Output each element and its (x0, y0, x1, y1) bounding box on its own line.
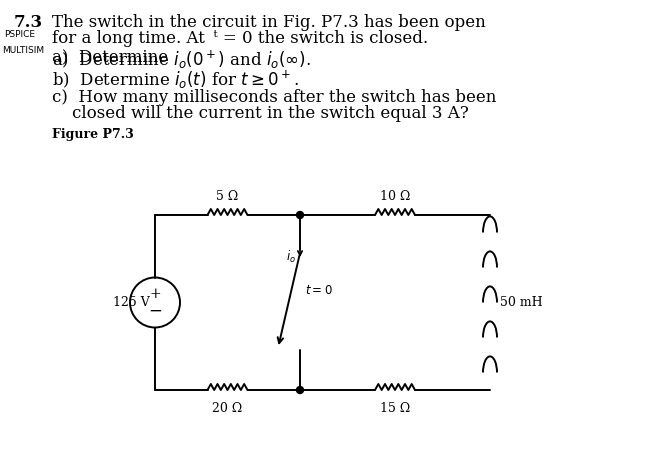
Circle shape (297, 387, 304, 394)
Text: 7.3: 7.3 (14, 14, 43, 31)
Text: 10 Ω: 10 Ω (380, 190, 410, 203)
Text: c)  How many milliseconds after the switch has been: c) How many milliseconds after the switc… (52, 89, 496, 106)
Text: 15 Ω: 15 Ω (380, 402, 410, 415)
Text: $t = 0$: $t = 0$ (305, 284, 333, 296)
Text: b)  Determine $i_o(t)$ for $t \geq 0^+$.: b) Determine $i_o(t)$ for $t \geq 0^+$. (52, 69, 299, 91)
Text: closed will the current in the switch equal 3 A?: closed will the current in the switch eq… (72, 105, 469, 122)
Text: for a long time. At  ᵗ = 0 the switch is closed.: for a long time. At ᵗ = 0 the switch is … (52, 30, 428, 47)
Text: a)  Determine $i_o(0^+)$ and $i_o(\infty)$.: a) Determine $i_o(0^+)$ and $i_o(\infty)… (52, 49, 311, 71)
Text: −: − (148, 303, 162, 320)
Text: +: + (149, 287, 161, 301)
Text: MULTISIM: MULTISIM (2, 46, 44, 55)
Text: Figure P7.3: Figure P7.3 (52, 128, 134, 141)
Text: The switch in the circuit in Fig. P7.3 has been open: The switch in the circuit in Fig. P7.3 h… (52, 14, 486, 31)
Text: 50 mH: 50 mH (500, 296, 543, 309)
Text: a)  Determine: a) Determine (52, 49, 173, 66)
Text: 20 Ω: 20 Ω (213, 402, 243, 415)
Text: PSPICE: PSPICE (4, 30, 35, 39)
Circle shape (297, 211, 304, 219)
Text: 125 V: 125 V (113, 296, 150, 309)
Text: $i_o$: $i_o$ (286, 249, 296, 265)
Text: 5 Ω: 5 Ω (216, 190, 238, 203)
